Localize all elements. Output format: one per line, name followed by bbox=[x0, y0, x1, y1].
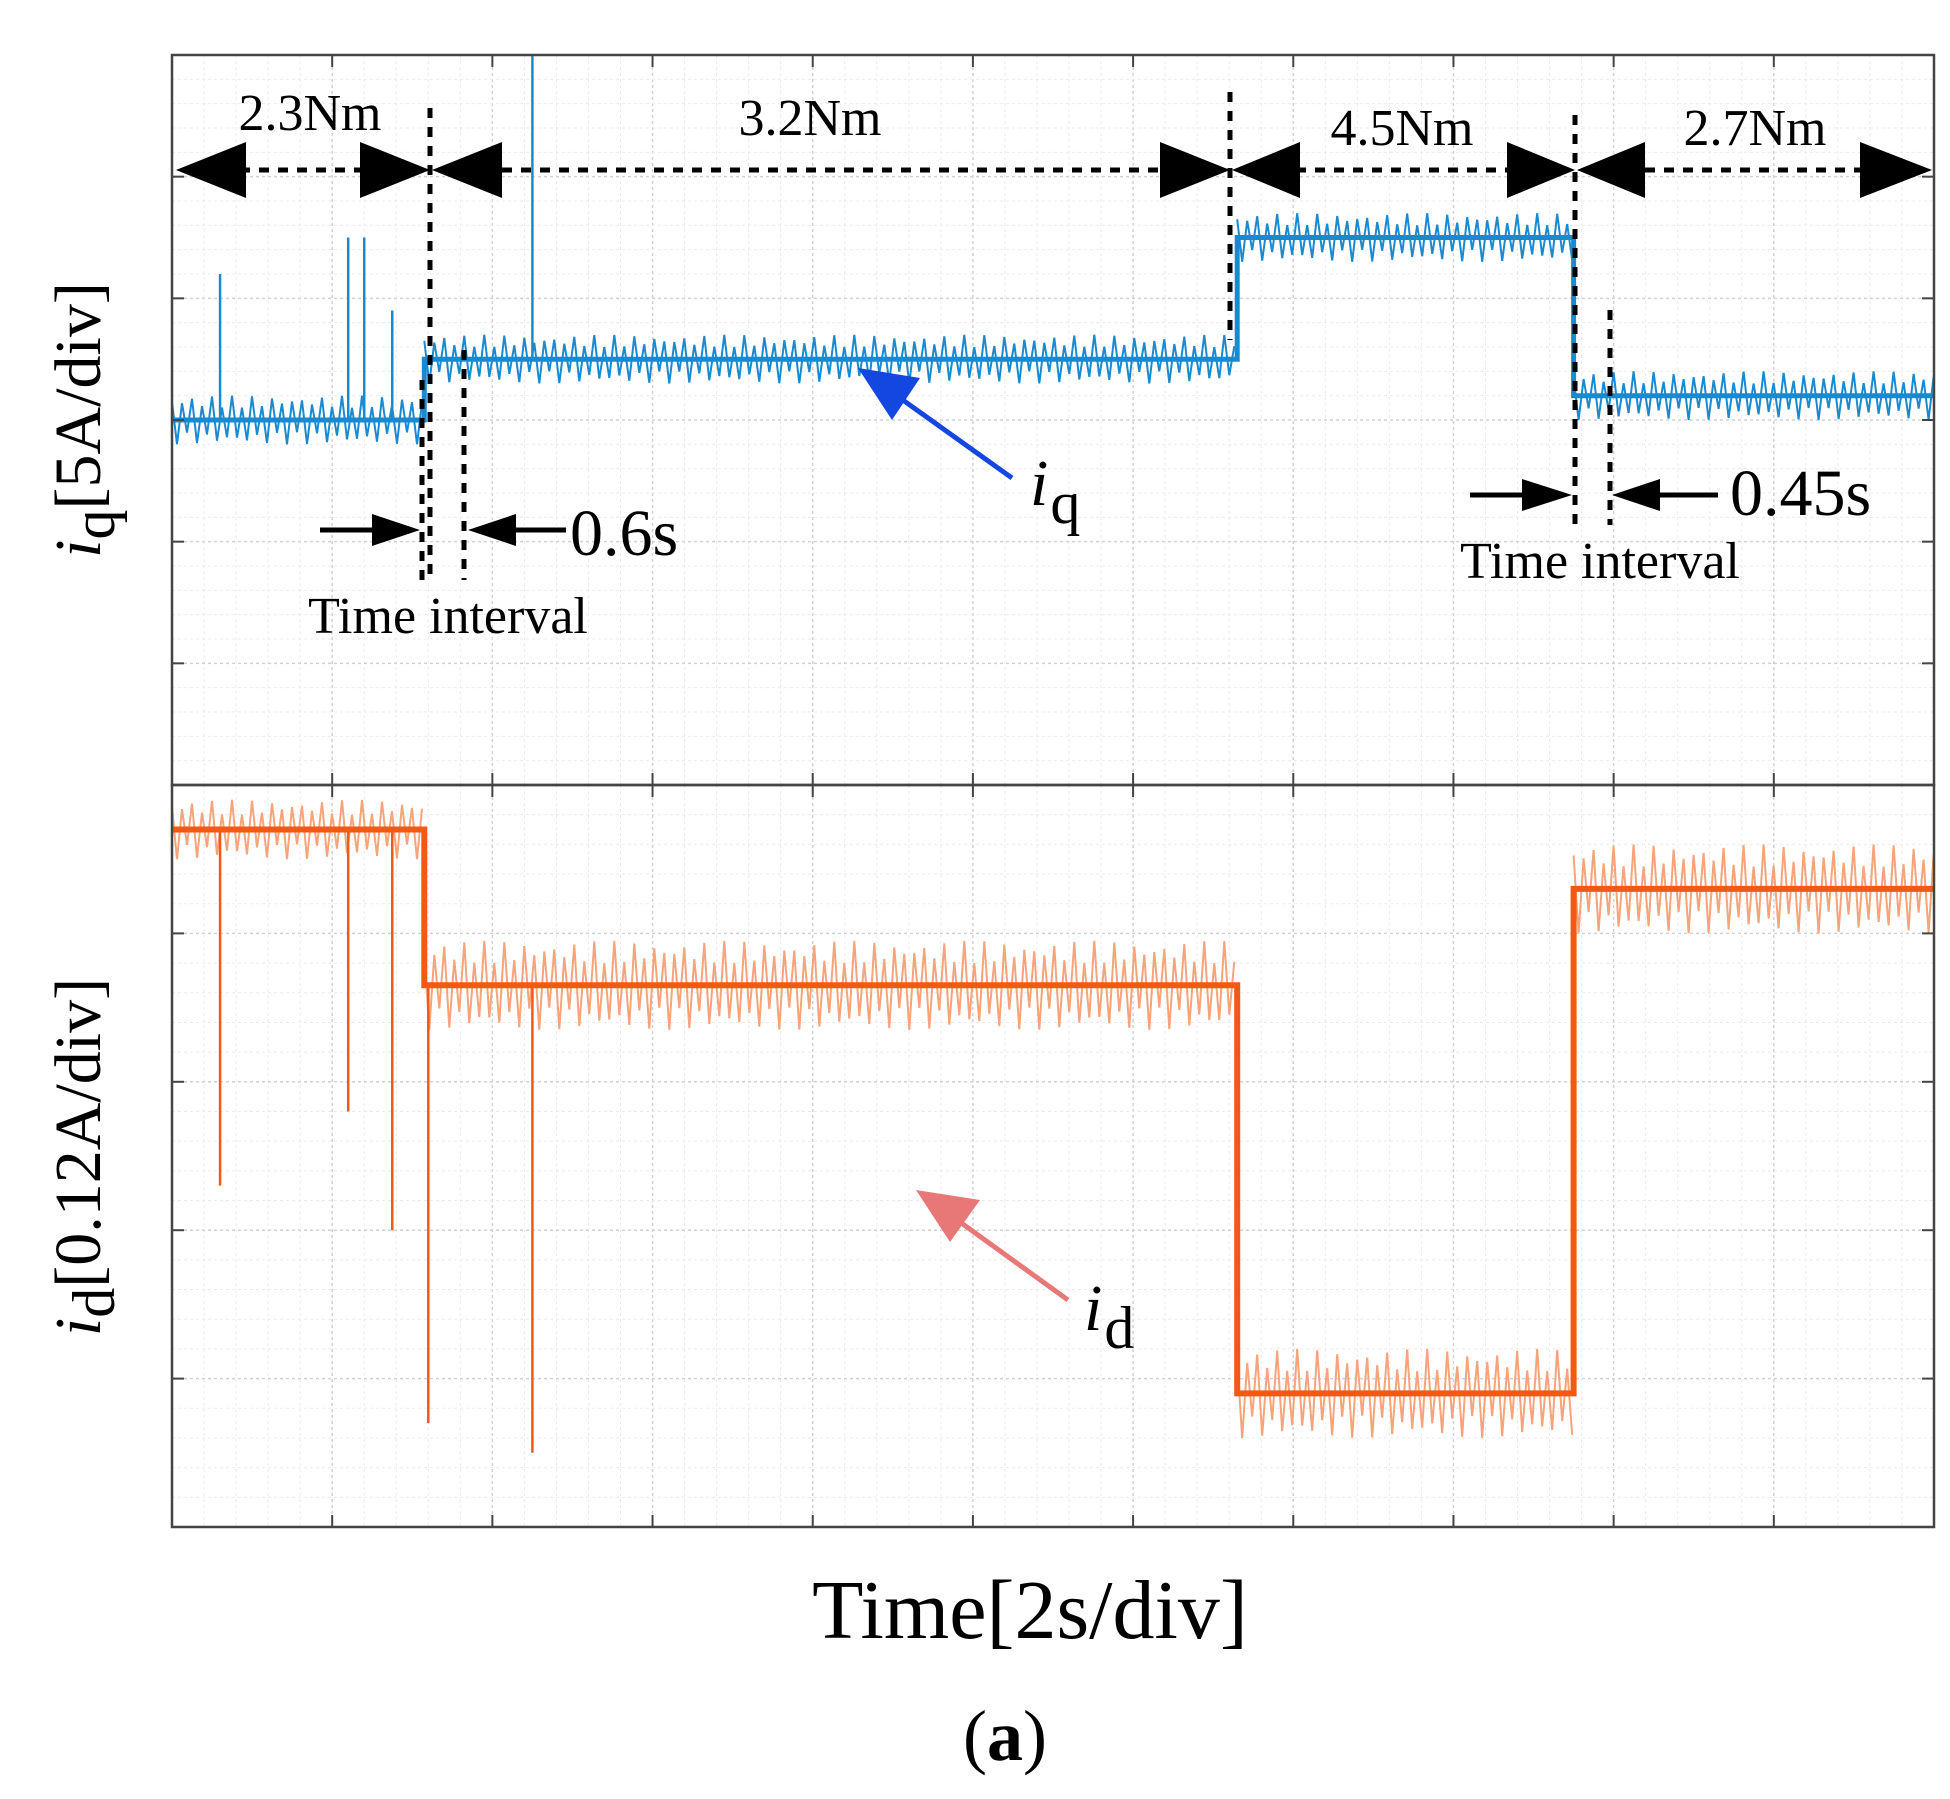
iq-trace bbox=[172, 235, 1934, 423]
interval-value-2: 0.45s bbox=[1730, 457, 1871, 530]
x-axis-label: Time[2s/div] bbox=[812, 1564, 1248, 1657]
iq-axis-label: iq[5A/div] bbox=[42, 282, 127, 558]
load-label-2: 3.2Nm bbox=[739, 90, 882, 147]
annotation-arrows bbox=[176, 142, 1932, 198]
bottom-panel-grid bbox=[171, 784, 1935, 1528]
interval-value-1: 0.6s bbox=[570, 497, 678, 570]
figure-caption: (a) bbox=[963, 1696, 1047, 1776]
interval-arrows bbox=[320, 479, 1718, 546]
top-panel-grid bbox=[171, 54, 1935, 786]
id-trace bbox=[172, 826, 1934, 1397]
bottom-panel-frame bbox=[170, 783, 1936, 1529]
interval-label-2: Time interval bbox=[1460, 533, 1740, 590]
id-pointer-arrow bbox=[916, 1190, 1070, 1303]
id-spikes bbox=[218, 829, 534, 1453]
iq-pointer-arrow bbox=[858, 368, 1014, 481]
load-annotations bbox=[240, 92, 1860, 580]
axis-ticks bbox=[171, 54, 1935, 1528]
load-label-3: 4.5Nm bbox=[1331, 100, 1474, 157]
iq-spikes bbox=[218, 55, 534, 420]
id-trace-ripple bbox=[172, 799, 1934, 1438]
iq-series-label: iq bbox=[1030, 447, 1080, 536]
load-label-4: 2.7Nm bbox=[1684, 100, 1827, 157]
iq-trace-ripple bbox=[172, 213, 1934, 445]
id-series-label: id bbox=[1084, 1272, 1134, 1361]
load-label-1: 2.3Nm bbox=[239, 85, 382, 142]
interval-label-1: Time interval bbox=[308, 588, 588, 645]
id-axis-label: id[0.12A/div] bbox=[42, 978, 127, 1336]
